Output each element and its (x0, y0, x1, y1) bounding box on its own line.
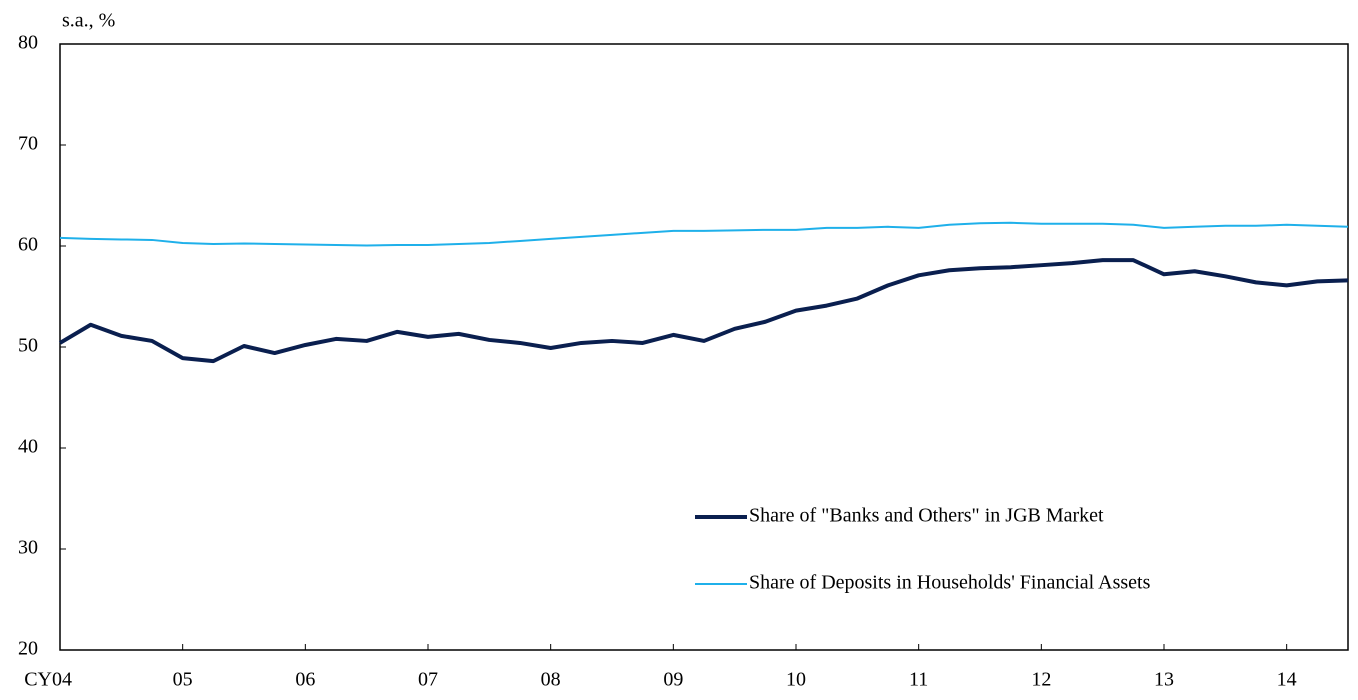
y-tick-label: 50 (18, 335, 38, 357)
x-tick-label: 05 (173, 669, 193, 691)
x-tick-label: 12 (1031, 669, 1051, 691)
series-line (59, 221, 1349, 247)
y-tick-label: 60 (18, 234, 38, 256)
x-tick-label: 09 (663, 669, 683, 691)
y-tick-label: 70 (18, 133, 38, 155)
y-tick-label: 40 (18, 436, 38, 458)
x-tick-label: 06 (295, 669, 315, 691)
y-axis-label: s.a., % (62, 10, 115, 32)
x-tick-label: 10 (786, 669, 806, 691)
legend-label: Share of Deposits in Households' Financi… (749, 572, 1151, 594)
series-line (58, 258, 1349, 364)
x-tick-label: 08 (541, 669, 561, 691)
x-tick-label: 13 (1154, 669, 1174, 691)
legend-label: Share of "Banks and Others" in JGB Marke… (749, 505, 1104, 527)
x-tick-label: CY04 (24, 669, 72, 691)
y-tick-label: 80 (18, 32, 38, 54)
y-tick-label: 30 (18, 537, 38, 559)
y-tick-label: 20 (18, 638, 38, 660)
x-tick-label: 14 (1277, 669, 1297, 691)
x-tick-label: 11 (909, 669, 928, 691)
x-tick-label: 07 (418, 669, 438, 691)
plot-frame (59, 43, 1349, 651)
